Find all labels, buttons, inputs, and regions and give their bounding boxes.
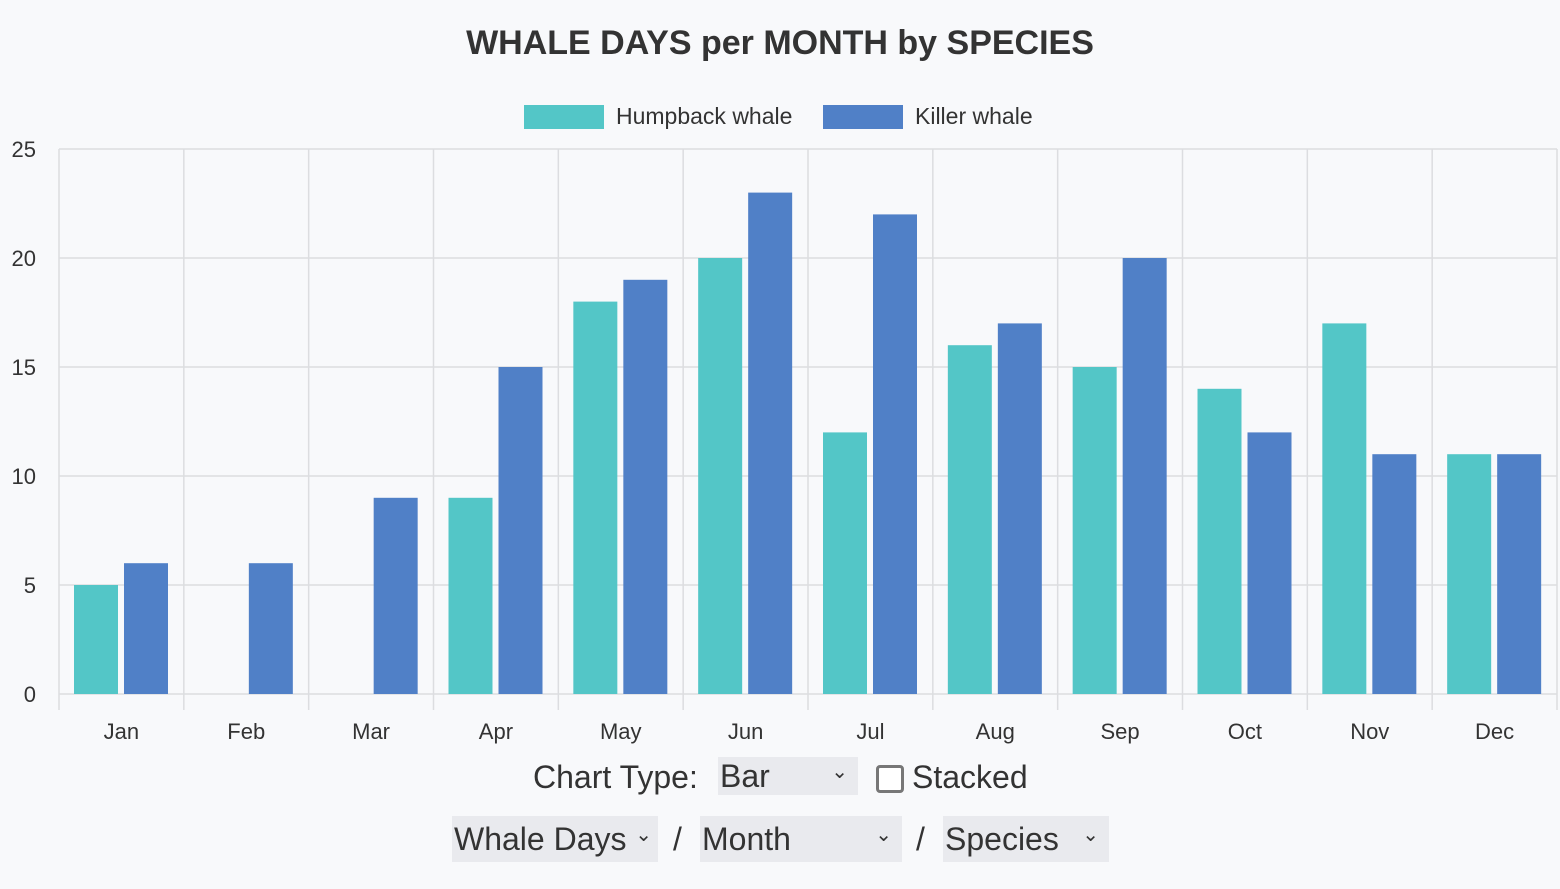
- chevron-down-icon: ⌄: [635, 824, 652, 846]
- chart-type-value: Bar: [720, 758, 770, 794]
- chevron-down-icon: ⌄: [1082, 824, 1099, 846]
- bar-killer-whale: [1247, 432, 1292, 694]
- x-tick-label: Aug: [976, 719, 1015, 744]
- chart-title: WHALE DAYS per MONTH by SPECIES: [466, 24, 1094, 62]
- chart-type-select[interactable]: Bar ⌄: [718, 757, 858, 795]
- group-select[interactable]: Species ⌄: [943, 816, 1109, 862]
- bar-killer-whale: [873, 214, 917, 694]
- separator: /: [916, 821, 925, 857]
- stacked-label: Stacked: [912, 759, 1028, 795]
- x-tick-label: Dec: [1475, 719, 1514, 744]
- legend-swatch: [823, 105, 903, 129]
- group-value: Species: [945, 821, 1059, 857]
- measure-select[interactable]: Whale Days ⌄: [452, 816, 658, 862]
- x-tick-label: Nov: [1350, 719, 1389, 744]
- bar-humpback-whale: [1072, 367, 1117, 694]
- bar-humpback-whale: [573, 301, 618, 694]
- stacked-checkbox[interactable]: [876, 765, 904, 793]
- x-tick-label: Oct: [1228, 719, 1262, 744]
- bar-humpback-whale: [947, 345, 992, 694]
- chart-type-label: Chart Type:: [533, 759, 698, 795]
- legend-label: Killer whale: [915, 103, 1033, 129]
- y-tick-label: 20: [12, 246, 36, 271]
- chevron-down-icon: ⌄: [831, 761, 848, 783]
- bar-chart: WHALE DAYS per MONTH by SPECIES Humpback …: [12, 24, 1558, 744]
- x-tick-label: May: [600, 719, 642, 744]
- bar-humpback-whale: [823, 432, 867, 694]
- x-tick-label: Mar: [352, 719, 390, 744]
- legend-swatch: [524, 105, 604, 129]
- bar-killer-whale: [1372, 454, 1417, 694]
- y-tick-label: 5: [24, 573, 36, 598]
- bar-killer-whale: [997, 323, 1042, 694]
- bar-killer-whale: [1122, 258, 1167, 694]
- bar-killer-whale: [373, 497, 418, 694]
- x-tick-label: Feb: [227, 719, 265, 744]
- y-tick-label: 15: [12, 355, 36, 380]
- x-tick-label: Sep: [1101, 719, 1140, 744]
- x-tick-label: Jun: [728, 719, 763, 744]
- bar-humpback-whale: [1322, 323, 1367, 694]
- bar-killer-whale: [623, 279, 668, 694]
- bar-killer-whale: [248, 563, 293, 694]
- x-tick-label: Jan: [104, 719, 139, 744]
- x-tick-label: Apr: [479, 719, 513, 744]
- bar-killer-whale: [124, 563, 168, 694]
- y-tick-label: 0: [24, 682, 36, 707]
- separator: /: [673, 821, 682, 857]
- bar-humpback-whale: [448, 497, 493, 694]
- legend-label: Humpback whale: [616, 103, 792, 129]
- x-axis-value: Month: [702, 821, 791, 857]
- bar-humpback-whale: [74, 585, 118, 694]
- bar-humpback-whale: [1447, 454, 1492, 694]
- bar-humpback-whale: [1197, 388, 1242, 694]
- chevron-down-icon: ⌄: [875, 824, 892, 846]
- bar-killer-whale: [498, 367, 543, 694]
- bar-killer-whale: [748, 192, 793, 694]
- x-tick-label: Jul: [856, 719, 884, 744]
- x-axis-select[interactable]: Month ⌄: [700, 816, 902, 862]
- y-tick-label: 25: [12, 137, 36, 162]
- bar-humpback-whale: [698, 258, 743, 694]
- y-tick-label: 10: [12, 464, 36, 489]
- bar-killer-whale: [1497, 454, 1542, 694]
- measure-value: Whale Days: [454, 821, 627, 857]
